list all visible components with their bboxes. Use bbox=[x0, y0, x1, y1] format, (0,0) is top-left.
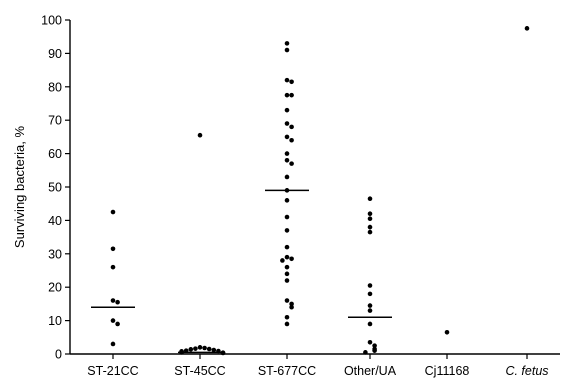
y-tick-label: 40 bbox=[48, 214, 62, 228]
y-ticks: 0 10 20 30 40 50 60 70 80 90 100 bbox=[41, 14, 70, 362]
data-point bbox=[284, 278, 290, 283]
data-point bbox=[284, 121, 290, 126]
data-point bbox=[284, 244, 290, 250]
data-point bbox=[284, 151, 290, 156]
data-point bbox=[524, 26, 530, 31]
x-category-label: ST-677CC bbox=[258, 364, 316, 378]
data-point bbox=[367, 283, 373, 288]
data-point bbox=[372, 343, 377, 348]
data-point bbox=[367, 224, 373, 230]
data-point bbox=[367, 229, 373, 235]
data-point bbox=[367, 321, 373, 327]
x-category-label: Other/UA bbox=[344, 364, 397, 378]
data-point bbox=[284, 264, 290, 270]
data-point bbox=[284, 174, 290, 180]
x-category-label: Cj11168 bbox=[425, 364, 470, 378]
data-point bbox=[284, 41, 290, 46]
data-point bbox=[289, 137, 294, 143]
data-point bbox=[284, 214, 290, 220]
data-point bbox=[197, 345, 203, 350]
data-marks bbox=[91, 26, 530, 356]
data-point bbox=[280, 258, 285, 263]
y-tick-label: 80 bbox=[48, 80, 62, 94]
data-point bbox=[284, 198, 290, 203]
data-point bbox=[110, 264, 116, 270]
data-point bbox=[188, 347, 194, 352]
data-point bbox=[206, 346, 212, 352]
data-point bbox=[284, 314, 290, 320]
data-point bbox=[289, 124, 294, 130]
data-point bbox=[367, 216, 373, 222]
y-tick-label: 90 bbox=[48, 47, 62, 61]
data-point bbox=[367, 211, 373, 217]
data-point bbox=[284, 321, 290, 327]
data-point bbox=[284, 228, 290, 233]
y-tick-label: 100 bbox=[41, 14, 62, 28]
data-point bbox=[115, 299, 120, 305]
data-point bbox=[363, 350, 368, 355]
data-point bbox=[211, 347, 217, 353]
data-point bbox=[289, 161, 294, 166]
data-point bbox=[284, 77, 290, 83]
data-point bbox=[367, 196, 373, 201]
data-point bbox=[372, 348, 377, 353]
y-tick-label: 30 bbox=[48, 247, 62, 261]
y-tick-label: 10 bbox=[48, 314, 62, 328]
y-tick-label: 0 bbox=[55, 348, 62, 362]
data-point bbox=[289, 256, 294, 262]
data-point bbox=[110, 298, 116, 303]
x-category-label: ST-21CC bbox=[87, 364, 138, 378]
data-point bbox=[367, 291, 373, 297]
data-point bbox=[367, 303, 373, 308]
data-point bbox=[284, 47, 290, 53]
y-tick-label: 60 bbox=[48, 147, 62, 161]
data-point bbox=[289, 304, 294, 310]
data-point bbox=[367, 308, 373, 313]
data-point bbox=[110, 341, 116, 347]
data-point bbox=[284, 92, 290, 98]
data-point bbox=[197, 132, 203, 138]
y-tick-label: 20 bbox=[48, 281, 62, 295]
data-point bbox=[110, 246, 116, 252]
y-tick-label: 70 bbox=[48, 114, 62, 128]
data-point bbox=[110, 318, 116, 323]
data-point bbox=[202, 345, 207, 351]
x-category-label: ST-45CC bbox=[174, 364, 225, 378]
data-point bbox=[284, 157, 290, 163]
data-point bbox=[115, 321, 120, 327]
data-point bbox=[444, 329, 450, 335]
data-point bbox=[289, 301, 294, 307]
data-point bbox=[289, 92, 294, 98]
x-category-label: C. fetus bbox=[505, 364, 548, 378]
x-ticks: ST-21CC ST-45CC ST-677CC Other/UA Cj11168 C. … bbox=[87, 354, 549, 378]
y-axis-title: Surviving bacteria, % bbox=[12, 126, 27, 249]
y-tick-label: 50 bbox=[48, 181, 62, 195]
data-point bbox=[289, 79, 294, 85]
data-point bbox=[284, 271, 290, 277]
data-point bbox=[284, 134, 290, 140]
data-point bbox=[284, 107, 290, 113]
data-point bbox=[284, 254, 290, 260]
data-point bbox=[193, 346, 198, 351]
data-point bbox=[110, 209, 116, 215]
data-point bbox=[284, 298, 290, 303]
data-point bbox=[367, 340, 373, 345]
